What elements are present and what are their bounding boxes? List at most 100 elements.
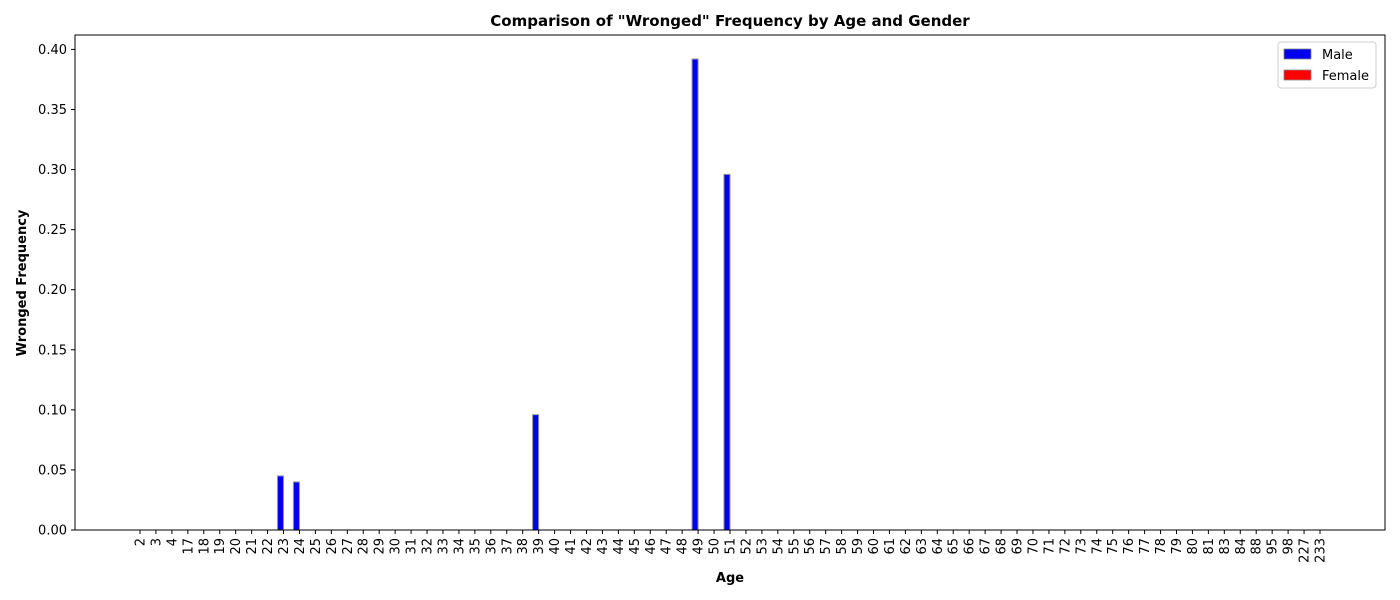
x-tick-label: 34: [452, 538, 467, 555]
x-tick-label: 33: [436, 538, 451, 555]
y-tick-label: 0.30: [38, 163, 67, 178]
x-tick-label: 45: [628, 538, 643, 555]
x-tick-label: 47: [660, 538, 675, 555]
x-tick-label: 79: [1170, 538, 1185, 555]
y-tick-label: 0.35: [38, 103, 67, 118]
x-tick-label: 22: [261, 538, 276, 555]
x-tick-label: 76: [1122, 538, 1137, 555]
x-tick-label: 81: [1202, 538, 1217, 555]
x-tick-label: 64: [931, 538, 946, 555]
y-tick-label: 0.00: [38, 524, 67, 539]
x-tick-label: 27: [341, 538, 356, 555]
x-tick-label: 73: [1074, 538, 1089, 555]
x-tick-label: 62: [899, 538, 914, 555]
y-tick-label: 0.05: [38, 463, 67, 478]
x-tick-label: 23: [277, 538, 292, 555]
y-tick-label: 0.20: [38, 283, 67, 298]
x-tick-label: 48: [676, 538, 691, 555]
x-tick-label: 49: [692, 538, 707, 555]
x-tick-label: 58: [835, 538, 850, 555]
x-tick-label: 35: [468, 538, 483, 555]
x-tick-label: 74: [1090, 538, 1105, 555]
y-tick-label: 0.15: [38, 343, 67, 358]
x-tick-label: 28: [357, 538, 372, 555]
bar-male-24: [292, 481, 300, 531]
x-tick-label: 59: [851, 538, 866, 555]
x-tick-label: 233: [1314, 538, 1329, 563]
x-tick-label: 17: [181, 538, 196, 555]
legend-swatch-female: [1283, 69, 1312, 81]
x-tick-label: 21: [245, 538, 260, 555]
x-tick-label: 42: [580, 538, 595, 555]
chart-title: Comparison of "Wronged" Frequency by Age…: [490, 12, 970, 30]
x-tick-label: 53: [755, 538, 770, 555]
x-tick-label: 50: [708, 538, 723, 555]
x-tick-label: 80: [1186, 538, 1201, 555]
x-tick-label: 88: [1250, 538, 1265, 555]
x-tick-label: 36: [484, 538, 499, 555]
x-tick-label: 60: [867, 538, 882, 555]
y-axis: 0.00 0.05 0.10 0.15 0.20 0.25 0.30 0.35 0.40: [38, 43, 75, 539]
x-tick-label: 51: [724, 538, 739, 555]
x-tick-label: 61: [883, 538, 898, 555]
x-tick-label: 18: [197, 538, 212, 555]
x-tick-label: 29: [373, 538, 388, 555]
x-tick-label: 78: [1154, 538, 1169, 555]
x-tick-label: 72: [1058, 538, 1073, 555]
x-tick-label: 63: [915, 538, 930, 555]
x-tick-label: 31: [405, 538, 420, 555]
x-tick-label: 40: [548, 538, 563, 555]
x-tick-label: 52: [739, 538, 754, 555]
x-tick-label: 75: [1106, 538, 1121, 555]
x-tick-label: 38: [516, 538, 531, 555]
bars-layer: [276, 58, 731, 531]
x-tick-label: 44: [612, 538, 627, 555]
legend-swatch-male: [1283, 48, 1312, 60]
x-tick-label: 68: [995, 538, 1010, 555]
x-tick-label: 43: [596, 538, 611, 555]
x-tick-label: 95: [1266, 538, 1281, 555]
bar-male-49: [691, 58, 699, 531]
y-tick-label: 0.25: [38, 223, 67, 238]
legend-label-female: Female: [1322, 69, 1369, 84]
x-tick-label: 30: [389, 538, 404, 555]
x-tick-label: 46: [644, 538, 659, 555]
x-tick-label: 24: [293, 538, 308, 555]
y-tick-label: 0.10: [38, 403, 67, 418]
x-tick-label: 32: [421, 538, 436, 555]
legend: Male Female: [1277, 41, 1377, 89]
x-tick-label: 19: [213, 538, 228, 555]
x-tick-label: 98: [1282, 538, 1297, 555]
x-tick-label: 41: [564, 538, 579, 555]
x-tick-label: 57: [819, 538, 834, 555]
x-tick-label: 70: [1026, 538, 1041, 555]
x-tick-label: 67: [979, 538, 994, 555]
x-tick-label: 26: [325, 538, 340, 555]
x-tick-label: 56: [803, 538, 818, 555]
x-tick-label: 66: [963, 538, 978, 555]
bar-male-23: [276, 475, 285, 531]
x-tick-label: 55: [787, 538, 802, 555]
x-tick-label: 227: [1298, 538, 1313, 563]
x-tick-label: 65: [947, 538, 962, 555]
x-tick-label: 25: [309, 538, 324, 555]
y-axis-label: Wronged Frequency: [15, 209, 30, 356]
x-tick-label: 69: [1011, 538, 1026, 555]
legend-label-male: Male: [1322, 48, 1353, 63]
x-tick-label: 77: [1138, 538, 1153, 555]
x-tick-label: 39: [532, 538, 547, 555]
bar-male-39: [532, 414, 540, 531]
x-tick-label: 84: [1234, 538, 1249, 555]
x-tick-label: 71: [1042, 538, 1057, 555]
x-tick-label: 2: [134, 538, 149, 546]
x-tick-label: 83: [1218, 538, 1233, 555]
x-tick-label: 20: [229, 538, 244, 555]
x-tick-label: 37: [500, 538, 515, 555]
x-axis: 2 3 4 17 18 19 20 21 22 23 24 25 26 27 28 29 30 31 32 33 34 3…: [134, 530, 1329, 563]
y-tick-label: 0.40: [38, 43, 67, 58]
x-axis-label: Age: [716, 571, 744, 586]
x-tick-label: 54: [771, 538, 786, 555]
x-tick-label: 4: [165, 538, 180, 546]
bar-male-51: [723, 173, 731, 531]
